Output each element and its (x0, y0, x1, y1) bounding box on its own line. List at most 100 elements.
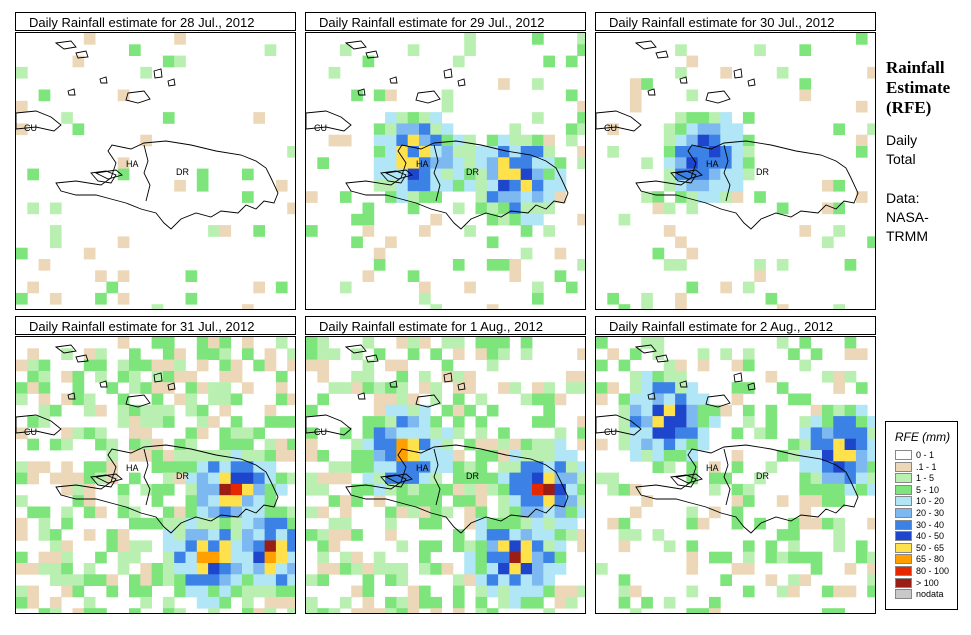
rainfall-cell (822, 427, 834, 440)
rainfall-cell (652, 393, 665, 406)
rainfall-cell (754, 427, 766, 440)
rainfall-cell (441, 168, 454, 181)
rainfall-cell (49, 404, 62, 417)
rainfall-cell (151, 438, 164, 451)
rainfall-cell (373, 179, 386, 192)
rainfall-cell (242, 540, 254, 553)
daily-line1: Daily (886, 132, 918, 148)
rainfall-cell (509, 585, 522, 598)
rainfall-cell (129, 608, 141, 613)
rainfall-cell (799, 472, 812, 485)
rainfall-cell (306, 359, 318, 372)
rainfall-cell (83, 427, 96, 440)
rainfall-cell (709, 596, 721, 609)
rainfall-cell (554, 393, 567, 406)
rainfall-cell (652, 416, 665, 428)
rainfall-cell (230, 393, 243, 406)
rainfall-cells (306, 337, 585, 613)
rainfall-cell (867, 236, 875, 249)
rainfall-cell (675, 157, 687, 169)
rainfall-cell (95, 438, 107, 451)
rainfall-cell (629, 78, 642, 90)
rainfall-cell (554, 427, 567, 440)
rainfall-cell (16, 517, 28, 530)
rainfall-cell (396, 416, 409, 428)
rainfall-cell (317, 551, 329, 564)
rainfall-cell (452, 157, 465, 169)
rainfall-cell (27, 370, 39, 383)
daily-total-label: Daily Total (886, 131, 917, 169)
rainfall-cell (129, 44, 141, 56)
rainfall-cell (264, 596, 277, 609)
rainfall-cell (765, 551, 778, 564)
rainfall-cell (38, 382, 51, 394)
coastline (67, 392, 76, 400)
rainfall-cell (208, 517, 220, 530)
rainfall-cell (373, 123, 386, 136)
rainfall-cell (287, 450, 295, 462)
rainfall-cell (686, 89, 699, 102)
rainfall-cell (742, 495, 755, 507)
rainfall-cell (196, 574, 209, 586)
map-label-ha: HA (416, 159, 429, 169)
rainfall-cell (351, 450, 363, 462)
rainfall-cell (61, 348, 73, 360)
rainfall-cell (362, 213, 375, 226)
rainfall-cell (532, 438, 544, 451)
rainfall-cell (106, 438, 119, 451)
rainfall-cell (765, 427, 778, 440)
rainfall-cell (565, 517, 578, 530)
rainfall-cell (720, 66, 732, 79)
coastline (596, 110, 642, 132)
rainfall-cell (663, 123, 676, 136)
rainfall-cell (742, 483, 755, 496)
rainfall-cell (140, 66, 152, 79)
map-label-cu: CU (604, 427, 617, 437)
rainfall-cell (151, 337, 164, 349)
rainfall-cell (452, 472, 465, 485)
rainfall-cell (452, 393, 465, 406)
rainfall-cell (219, 483, 232, 496)
rainfall-cell (532, 33, 544, 45)
rainfall-cell (629, 450, 642, 462)
rainfall-cell (822, 438, 834, 451)
rainfall-cell (230, 574, 243, 586)
rainfall-cell (532, 78, 544, 90)
rainfall-cell (306, 438, 318, 451)
rainfall-cell (509, 596, 522, 609)
rainfall-cell (185, 483, 198, 496)
rainfall-cell (776, 382, 789, 394)
rainfall-cell (253, 112, 265, 124)
rainfall-cell (810, 483, 823, 496)
rainfall-cell (618, 416, 631, 428)
rainfall-cell (464, 574, 476, 586)
rainfall-cell (475, 540, 488, 553)
rainfall-cell (219, 450, 232, 462)
rainfall-cell (720, 168, 732, 181)
rainfall-cell (27, 506, 39, 519)
rainfall-cell (810, 348, 823, 360)
rainfall-cell (464, 157, 476, 169)
rainfall-cell (441, 427, 454, 440)
rainfall-cell (287, 146, 295, 158)
rainfall-cell (520, 540, 533, 553)
legend-label: 40 - 50 (916, 531, 945, 542)
rainfall-cell (242, 483, 254, 496)
rainfall-cell (697, 359, 710, 372)
rainfall-cell (788, 540, 800, 553)
rainfall-cell (543, 585, 555, 598)
rainfall-cell (117, 292, 130, 305)
rainfall-cell (95, 551, 107, 564)
rainfall-cell (185, 404, 198, 417)
rainfall-cell (686, 382, 699, 394)
rainfall-cell (686, 416, 699, 428)
legend-swatch (895, 542, 912, 553)
rainfall-cell (788, 529, 800, 541)
rainfall-cell (554, 472, 567, 485)
rainfall-cell (117, 404, 130, 417)
rainfall-cell (641, 416, 653, 428)
rainfall-cell (532, 416, 544, 428)
rainfall-cell (185, 529, 198, 541)
rainfall-cell (641, 393, 653, 406)
rainfall-cell (720, 157, 732, 169)
